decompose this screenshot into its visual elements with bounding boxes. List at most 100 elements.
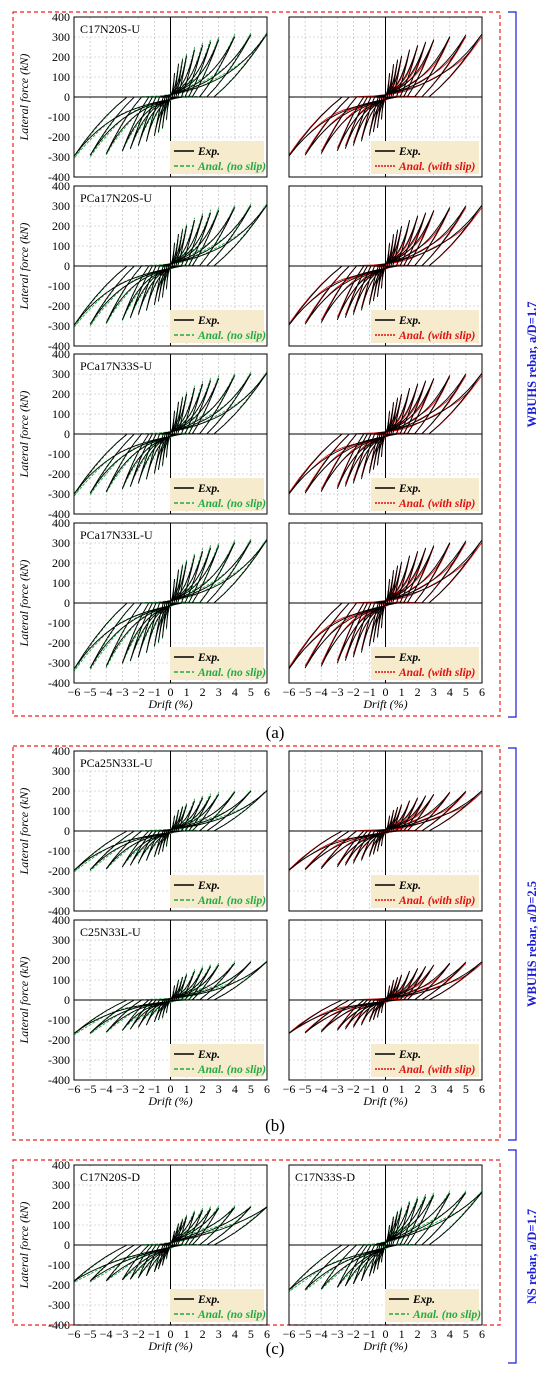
legend-label-analysis: Anal. (no slip): [197, 895, 266, 907]
y-tick-label: -400: [48, 676, 70, 690]
x-tick-label: 1: [399, 685, 405, 699]
plot-frame: [73, 522, 268, 684]
x-tick-label: −1: [363, 1082, 376, 1096]
x-tick-label: 1: [184, 1082, 190, 1096]
y-axis-label: Lateral force (kN): [17, 788, 31, 876]
series-experiment: [74, 1206, 267, 1282]
x-tick-label: 6: [479, 1082, 485, 1096]
y-axis-label: Lateral force (kN): [17, 560, 31, 648]
legend: Exp. Anal. (with slip): [371, 310, 479, 343]
y-tick-label: 300: [52, 536, 70, 550]
y-tick-label: 200: [52, 953, 70, 967]
legend-bg: [170, 141, 264, 174]
chart-panel: -400 -300 -200 -100 0 100 200 300 400 Lateral for…: [17, 744, 268, 918]
x-tick-label: −2: [347, 1327, 360, 1341]
x-tick-label: −1: [363, 685, 376, 699]
y-tick-label: 100: [52, 239, 70, 253]
title-bg: [78, 1169, 147, 1184]
title-bg: [78, 21, 147, 36]
specimen-title: PCa25N33L-U: [80, 756, 153, 770]
y-tick-label: -200: [48, 1033, 70, 1047]
y-tick-label: 0: [64, 596, 70, 610]
legend-label-exp: Exp.: [197, 483, 220, 495]
legend-label-analysis: Anal. (no slip): [197, 1064, 266, 1076]
x-axis-label: Drift (%): [147, 1339, 192, 1353]
group-side-label: WBUHS rebar, a/D=2.5: [525, 881, 539, 1007]
chart-panel: -400 -300 -200 -100 0 100 200 300 400 Lateral for…: [17, 347, 268, 521]
y-tick-label: 0: [64, 90, 70, 104]
chart-panel: -400 -300 -200 -100 0 100 200 300 400 Lateral for…: [17, 913, 270, 1108]
x-tick-label: 3: [431, 685, 437, 699]
y-tick-label: 400: [52, 913, 70, 927]
chart-panel: -400 -300 -200 -100 0 100 200 300 400 Lateral for…: [17, 10, 268, 184]
y-tick-label: -200: [48, 636, 70, 650]
series-experiment: [289, 790, 482, 871]
chart-panel: Exp. Anal. (with slip): [288, 353, 483, 515]
x-tick-label: −1: [148, 1327, 161, 1341]
specimen-title: C25N33L-U: [80, 925, 141, 939]
y-tick-label: 200: [52, 50, 70, 64]
x-tick-label: 3: [431, 1082, 437, 1096]
y-tick-label: 100: [52, 973, 70, 987]
x-tick-label: −4: [315, 685, 328, 699]
y-tick-label: 100: [52, 407, 70, 421]
x-tick-label: 6: [264, 1327, 270, 1341]
title-bg: [78, 924, 147, 939]
chart-panel: Exp. Anal. (with slip): [288, 750, 483, 912]
title-bg: [78, 755, 162, 770]
legend-label-exp: Exp.: [412, 1294, 435, 1306]
x-tick-label: −6: [283, 685, 296, 699]
y-tick-label: -100: [48, 279, 70, 293]
x-tick-label: −1: [148, 1082, 161, 1096]
legend: Exp. Anal. (with slip): [371, 1044, 479, 1077]
legend-label-analysis: Anal. (no slip): [197, 1309, 266, 1321]
x-tick-label: 5: [248, 1327, 254, 1341]
x-tick-label: −5: [299, 1082, 312, 1096]
series-experiment: [74, 961, 267, 1034]
chart-panel: -400 -300 -200 -100 0 100 200 300 400 Lateral for…: [17, 1158, 270, 1353]
y-axis-label: Lateral force (kN): [17, 957, 31, 1045]
y-tick-label: -300: [48, 1053, 70, 1067]
legend-label-exp: Exp.: [197, 880, 220, 892]
x-tick-label: −1: [363, 1327, 376, 1341]
series-experiment: [74, 372, 267, 495]
x-tick-label: −4: [315, 1082, 328, 1096]
plot-frame: [73, 353, 268, 515]
y-tick-label: -100: [48, 1013, 70, 1027]
x-axis-label: Drift (%): [362, 1094, 407, 1108]
y-tick-label: 0: [64, 427, 70, 441]
group-bracket: [508, 1149, 517, 1364]
y-tick-label: -400: [48, 904, 70, 918]
legend-bg: [170, 875, 264, 908]
y-tick-label: 100: [52, 1218, 70, 1232]
legend: Exp. Anal. (with slip): [371, 141, 479, 174]
legend-bg: [371, 141, 479, 174]
series-experiment: [289, 204, 482, 326]
chart-panel: -400 -300 -200 -100 0 100 200 300 400 Lateral for…: [17, 179, 268, 353]
x-tick-label: 4: [232, 1082, 238, 1096]
y-tick-label: -300: [48, 656, 70, 670]
x-tick-label: 6: [479, 685, 485, 699]
title-bg: [78, 190, 162, 205]
group-frame: [12, 745, 501, 1141]
y-tick-label: 400: [52, 516, 70, 530]
legend: Exp. Anal. (no slip): [170, 1044, 266, 1077]
x-tick-label: −2: [132, 685, 145, 699]
legend-label-exp: Exp.: [197, 1049, 220, 1061]
y-tick-label: 0: [64, 993, 70, 1007]
y-axis-label: Lateral force (kN): [17, 1202, 31, 1290]
x-tick-label: −2: [347, 685, 360, 699]
y-tick-label: -200: [48, 1278, 70, 1292]
legend-bg: [371, 1044, 479, 1077]
x-tick-label: 4: [447, 1327, 453, 1341]
curves: [74, 32, 267, 159]
group-frame: [12, 11, 501, 717]
curves: [289, 33, 482, 157]
x-tick-label: 4: [447, 1082, 453, 1096]
x-tick-label: −3: [331, 685, 344, 699]
legend-bg: [371, 875, 479, 908]
title-bg: [293, 1169, 362, 1184]
x-tick-label: −6: [68, 1327, 81, 1341]
series-experiment: [74, 790, 267, 871]
series-experiment: [74, 204, 267, 326]
